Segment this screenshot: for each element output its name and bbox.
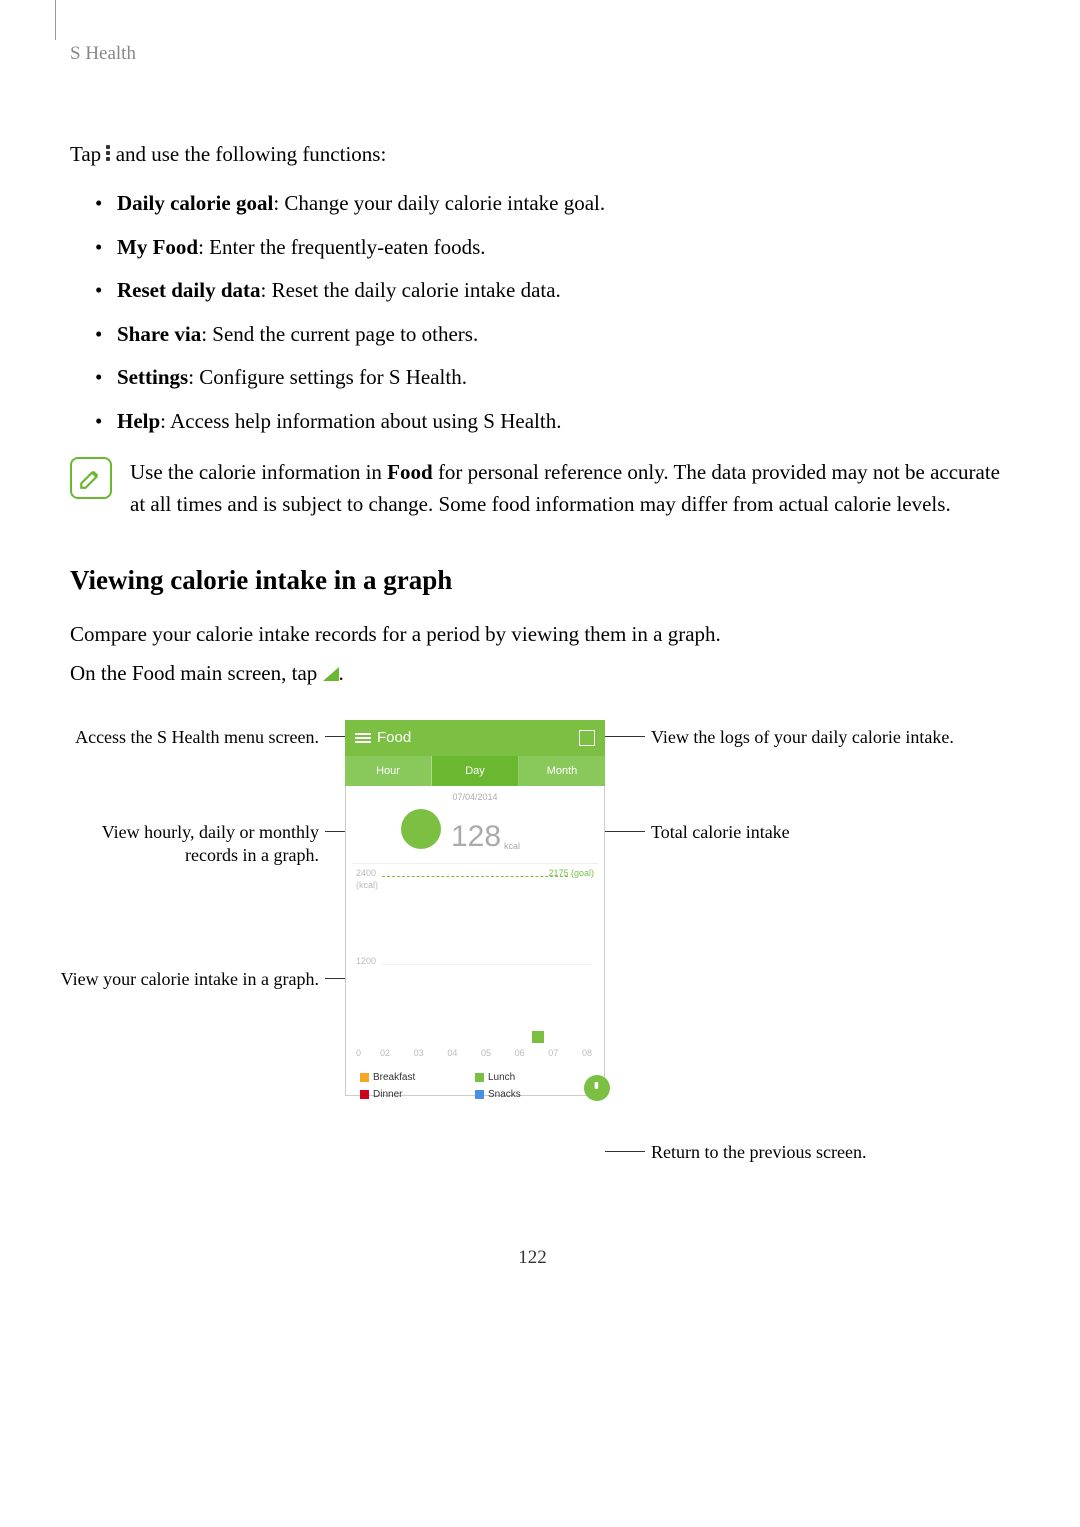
legend-item: Dinner [360, 1088, 475, 1101]
annotated-screenshot: Food Hour Day Month 07/04/2014 128 kcal … [55, 720, 1010, 1165]
func-desc: : Send the current page to others. [201, 322, 478, 346]
x-tick: 05 [481, 1048, 491, 1060]
phone-app-bar[interactable]: Food [345, 720, 605, 756]
menu-button[interactable]: Food [355, 728, 411, 748]
callout-right-2: Total calorie intake [651, 821, 790, 844]
func-desc: : Configure settings for S Health. [188, 365, 467, 389]
callout-line [325, 736, 345, 737]
intro-text: Tap and use the following functions: [70, 139, 1010, 171]
func-desc: : Reset the daily calorie intake data. [261, 278, 561, 302]
x-tick: 03 [414, 1048, 424, 1060]
section-title: Viewing calorie intake in a graph [70, 560, 1010, 601]
legend-swatch [360, 1090, 369, 1099]
list-item: Help: Access help information about usin… [95, 406, 1010, 438]
grid-mid [382, 964, 592, 965]
note-icon [70, 457, 112, 499]
note-text: Use the calorie information in Food for … [130, 457, 1010, 520]
func-label: My Food [117, 235, 198, 259]
callout-left-2: View hourly, daily or monthly records in… [55, 821, 319, 868]
callout-right-3: Return to the previous screen. [651, 1141, 866, 1164]
x-tick: 06 [515, 1048, 525, 1060]
callout-left-3: View your calorie intake in a graph. [61, 968, 319, 991]
func-desc: : Access help information about using S … [160, 409, 561, 433]
legend-item: Snacks [475, 1088, 590, 1101]
body-p2: On the Food main screen, tap . [70, 658, 1010, 690]
target-line [382, 876, 568, 877]
p2-a: On the Food main screen, tap [70, 661, 323, 685]
p2-b: . [339, 661, 344, 685]
time-tabs[interactable]: Hour Day Month [345, 756, 605, 786]
x-tick: 07 [548, 1048, 558, 1060]
callout-line [325, 978, 345, 979]
func-label: Settings [117, 365, 188, 389]
total-value: 128 [451, 817, 501, 856]
log-icon[interactable] [579, 730, 595, 746]
y-axis-bot: 0 [356, 1048, 361, 1060]
note-box: Use the calorie information in Food for … [70, 457, 1010, 520]
legend-swatch [475, 1073, 484, 1082]
return-button[interactable] [584, 1075, 610, 1101]
intro-suffix: and use the following functions: [110, 142, 386, 166]
body-p1: Compare your calorie intake records for … [70, 619, 1010, 651]
y-axis-mid: 1200 [356, 956, 376, 968]
x-axis: 02 03 04 05 06 07 08 [380, 1048, 592, 1060]
legend-item: Lunch [475, 1071, 590, 1084]
chart-date: 07/04/2014 [346, 786, 604, 804]
target-label: 2175 (goal) [548, 868, 594, 880]
graph-icon [323, 667, 339, 681]
legend-item: Breakfast [360, 1071, 475, 1084]
data-bar [532, 1031, 544, 1043]
app-title: Food [377, 728, 411, 748]
chart-legend: Breakfast Lunch Dinner Snacks [346, 1063, 604, 1113]
total-circle-icon [401, 809, 441, 849]
x-tick: 08 [582, 1048, 592, 1060]
note-a: Use the calorie information in [130, 460, 387, 484]
hamburger-icon [355, 731, 371, 745]
func-desc: : Change your daily calorie intake goal. [273, 191, 605, 215]
intro-prefix: Tap [70, 142, 106, 166]
func-desc: : Enter the frequently-eaten foods. [198, 235, 485, 259]
list-item: Daily calorie goal: Change your daily ca… [95, 188, 1010, 220]
tab-hour[interactable]: Hour [345, 756, 432, 786]
tab-month[interactable]: Month [519, 756, 605, 786]
phone-mock: Food Hour Day Month 07/04/2014 128 kcal … [345, 720, 605, 1096]
x-tick: 02 [380, 1048, 390, 1060]
calorie-graph: 2400(kcal) 2175 (goal) 1200 0 02 03 04 0… [352, 863, 598, 1063]
callout-left-1: Access the S Health menu screen. [75, 726, 319, 749]
phone-body: 07/04/2014 128 kcal 2400(kcal) 2175 (goa… [345, 786, 605, 1096]
tab-day[interactable]: Day [432, 756, 519, 786]
legend-swatch [475, 1090, 484, 1099]
callout-line [325, 831, 345, 832]
page-number: 122 [55, 1244, 1010, 1273]
list-item: My Food: Enter the frequently-eaten food… [95, 232, 1010, 264]
legend-swatch [360, 1073, 369, 1082]
y-axis-top: 2400(kcal) [356, 868, 378, 891]
list-item: Share via: Send the current page to othe… [95, 319, 1010, 351]
list-item: Settings: Configure settings for S Healt… [95, 362, 1010, 394]
function-list: Daily calorie goal: Change your daily ca… [95, 188, 1010, 437]
total-unit: kcal [504, 841, 520, 853]
func-label: Daily calorie goal [117, 191, 273, 215]
page-header: S Health [70, 40, 1010, 69]
callout-right-1: View the logs of your daily calorie inta… [651, 726, 954, 749]
func-label: Reset daily data [117, 278, 261, 302]
func-label: Share via [117, 322, 201, 346]
note-bold: Food [387, 460, 433, 484]
x-tick: 04 [447, 1048, 457, 1060]
list-item: Reset daily data: Reset the daily calori… [95, 275, 1010, 307]
total-area: 128 kcal [346, 803, 604, 863]
func-label: Help [117, 409, 160, 433]
